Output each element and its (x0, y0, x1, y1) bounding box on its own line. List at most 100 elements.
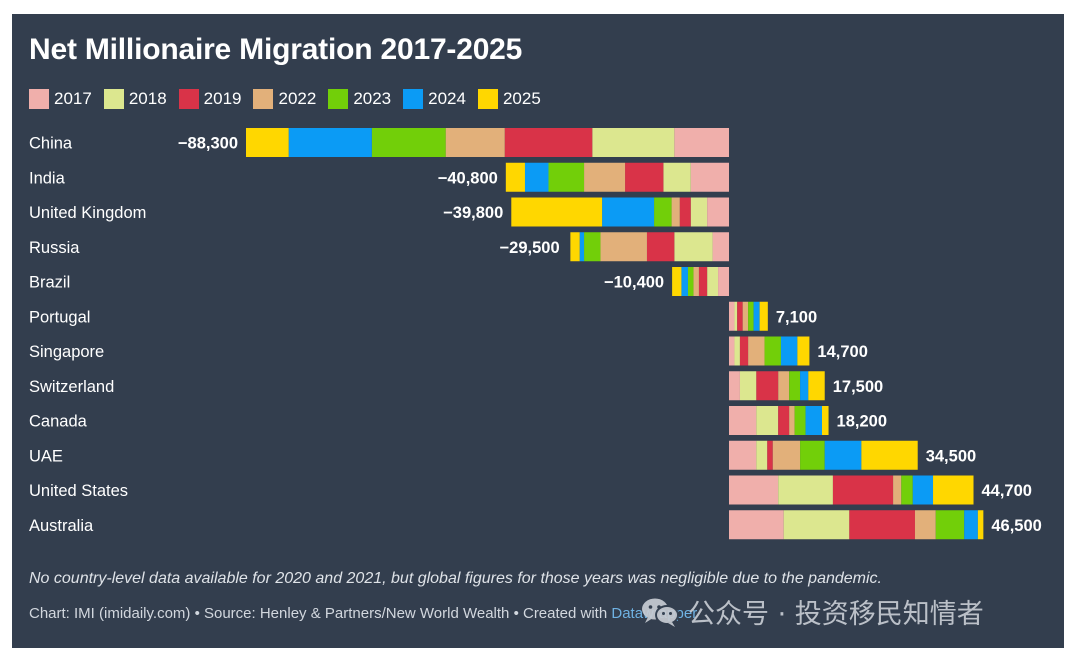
bar-segment-2019 (756, 371, 779, 401)
legend-item-2017: 2017 (29, 89, 92, 109)
bar-segment-2023 (794, 406, 806, 435)
bar-segment-2022 (742, 301, 749, 331)
bar-segment-2024 (805, 406, 822, 435)
bar-segment-2025 (759, 301, 768, 331)
bar-segment-2018 (690, 197, 708, 227)
bar-segment-2017 (729, 510, 784, 540)
total-label: −88,300 (178, 135, 238, 153)
total-label: 7,100 (776, 308, 817, 326)
legend-swatch-2024 (403, 89, 424, 109)
bar-segment-2022 (445, 128, 505, 157)
watermark-text: 公众号 · 投资移民知情者 (688, 599, 984, 630)
bar-segment-2025 (672, 267, 682, 296)
bar-segment-2022 (914, 510, 936, 540)
category-label: United States (29, 482, 128, 500)
bar-segment-2023 (654, 197, 672, 227)
bar-segment-2019 (698, 267, 708, 296)
total-label: 17,500 (833, 378, 883, 396)
category-label: Switzerland (29, 378, 114, 396)
bar-segment-2024 (912, 475, 934, 505)
bar-segment-2022 (893, 475, 902, 505)
bar-segment-2024 (288, 128, 372, 157)
total-label: −10,400 (604, 274, 664, 292)
total-label: −29,500 (500, 239, 560, 257)
bar-segment-2018 (734, 301, 738, 331)
bar-segment-2025 (933, 475, 974, 505)
wechat-watermark: 公众号 · 投资移民知情者 (640, 592, 984, 631)
legend-item-2019: 2019 (178, 89, 242, 109)
bar-segment-2025 (505, 162, 525, 192)
bar-segment-2022 (693, 267, 699, 296)
category-label: UAE (29, 447, 63, 465)
bar-segment-2018 (756, 406, 779, 435)
chart-credits: Chart: IMI (imidaily.com) • Source: Henl… (29, 605, 697, 622)
total-label: 34,500 (926, 447, 976, 465)
category-label: Canada (29, 413, 88, 431)
bar-segment-2024 (602, 197, 655, 227)
legend-swatch-2025 (477, 89, 498, 109)
wechat-icon (642, 598, 679, 627)
legend-label-2024: 2024 (428, 89, 466, 108)
total-label: 18,200 (837, 413, 887, 431)
bar-segment-2019 (625, 162, 664, 192)
bar-segment-2024 (964, 510, 978, 540)
legend-label-2022: 2022 (278, 89, 317, 108)
category-label: China (29, 135, 73, 153)
bar-segment-2023 (748, 301, 754, 331)
legend-item-2024: 2024 (403, 89, 466, 109)
bar-segment-2017 (729, 475, 779, 505)
bar-segment-2023 (764, 336, 781, 366)
bar-segment-2023 (789, 371, 801, 401)
legend-swatch-2017 (29, 89, 49, 109)
bar-segment-2025 (821, 406, 829, 435)
bar-segment-2024 (579, 232, 585, 262)
legend-label-2018: 2018 (128, 89, 167, 108)
bar-segment-2023 (548, 162, 585, 192)
bar-segment-2019 (646, 232, 675, 262)
bar-segment-2022 (778, 371, 790, 401)
total-label: −39,800 (443, 204, 503, 222)
bar-segment-2022 (584, 162, 626, 192)
chart-title: Net Millionaire Migration 2017-2025 (29, 33, 523, 66)
chart-card: Net Millionaire Migration 2017-2025 2017… (12, 14, 1064, 648)
bar-segment-2019 (767, 440, 773, 470)
bar-segment-2022 (748, 336, 765, 366)
bar-segment-2017 (729, 301, 735, 331)
bar-segment-2025 (570, 232, 580, 262)
bar-segment-2018 (707, 267, 719, 296)
bar-segment-2025 (861, 440, 918, 470)
bar-segment-2017 (729, 371, 740, 401)
bar-segment-2023 (371, 128, 446, 157)
bar-segment-2017 (729, 440, 757, 470)
chart-legend: 2017 2018 2019 2022 2023 2024 2025 (29, 88, 553, 110)
bar-segment-2024 (681, 267, 688, 296)
bar-segment-2023 (800, 440, 825, 470)
legend-label-2023: 2023 (353, 89, 392, 108)
bar-segment-2022 (671, 197, 680, 227)
bar-segment-2017 (707, 197, 729, 227)
bar-segment-2019 (832, 475, 894, 505)
bar-segment-2017 (729, 406, 757, 435)
total-label: −40,800 (438, 169, 498, 187)
bar-segment-2022 (600, 232, 647, 262)
chart-footnote: No country-level data available for 2020… (29, 570, 882, 587)
bar-segment-2018 (756, 440, 768, 470)
legend-swatch-2018 (103, 89, 124, 109)
bar-segment-2018 (674, 232, 713, 262)
legend-label-2017: 2017 (54, 89, 92, 108)
legend-label-2019: 2019 (203, 89, 242, 108)
legend-item-2022: 2022 (253, 89, 316, 109)
bar-segment-2022 (772, 440, 801, 470)
bar-segment-2023 (935, 510, 965, 540)
bar-segment-2019 (679, 197, 691, 227)
bar-segment-2017 (690, 162, 729, 192)
bar-segment-2025 (511, 197, 603, 227)
bar-segment-2017 (674, 128, 729, 157)
bar-segment-2024 (753, 301, 760, 331)
bar-segment-2023 (687, 267, 694, 296)
bar-segment-2025 (246, 128, 289, 157)
bar-segment-2023 (901, 475, 913, 505)
bar-segment-2025 (977, 510, 984, 540)
total-label: 46,500 (991, 517, 1041, 535)
legend-item-2018: 2018 (103, 89, 167, 109)
